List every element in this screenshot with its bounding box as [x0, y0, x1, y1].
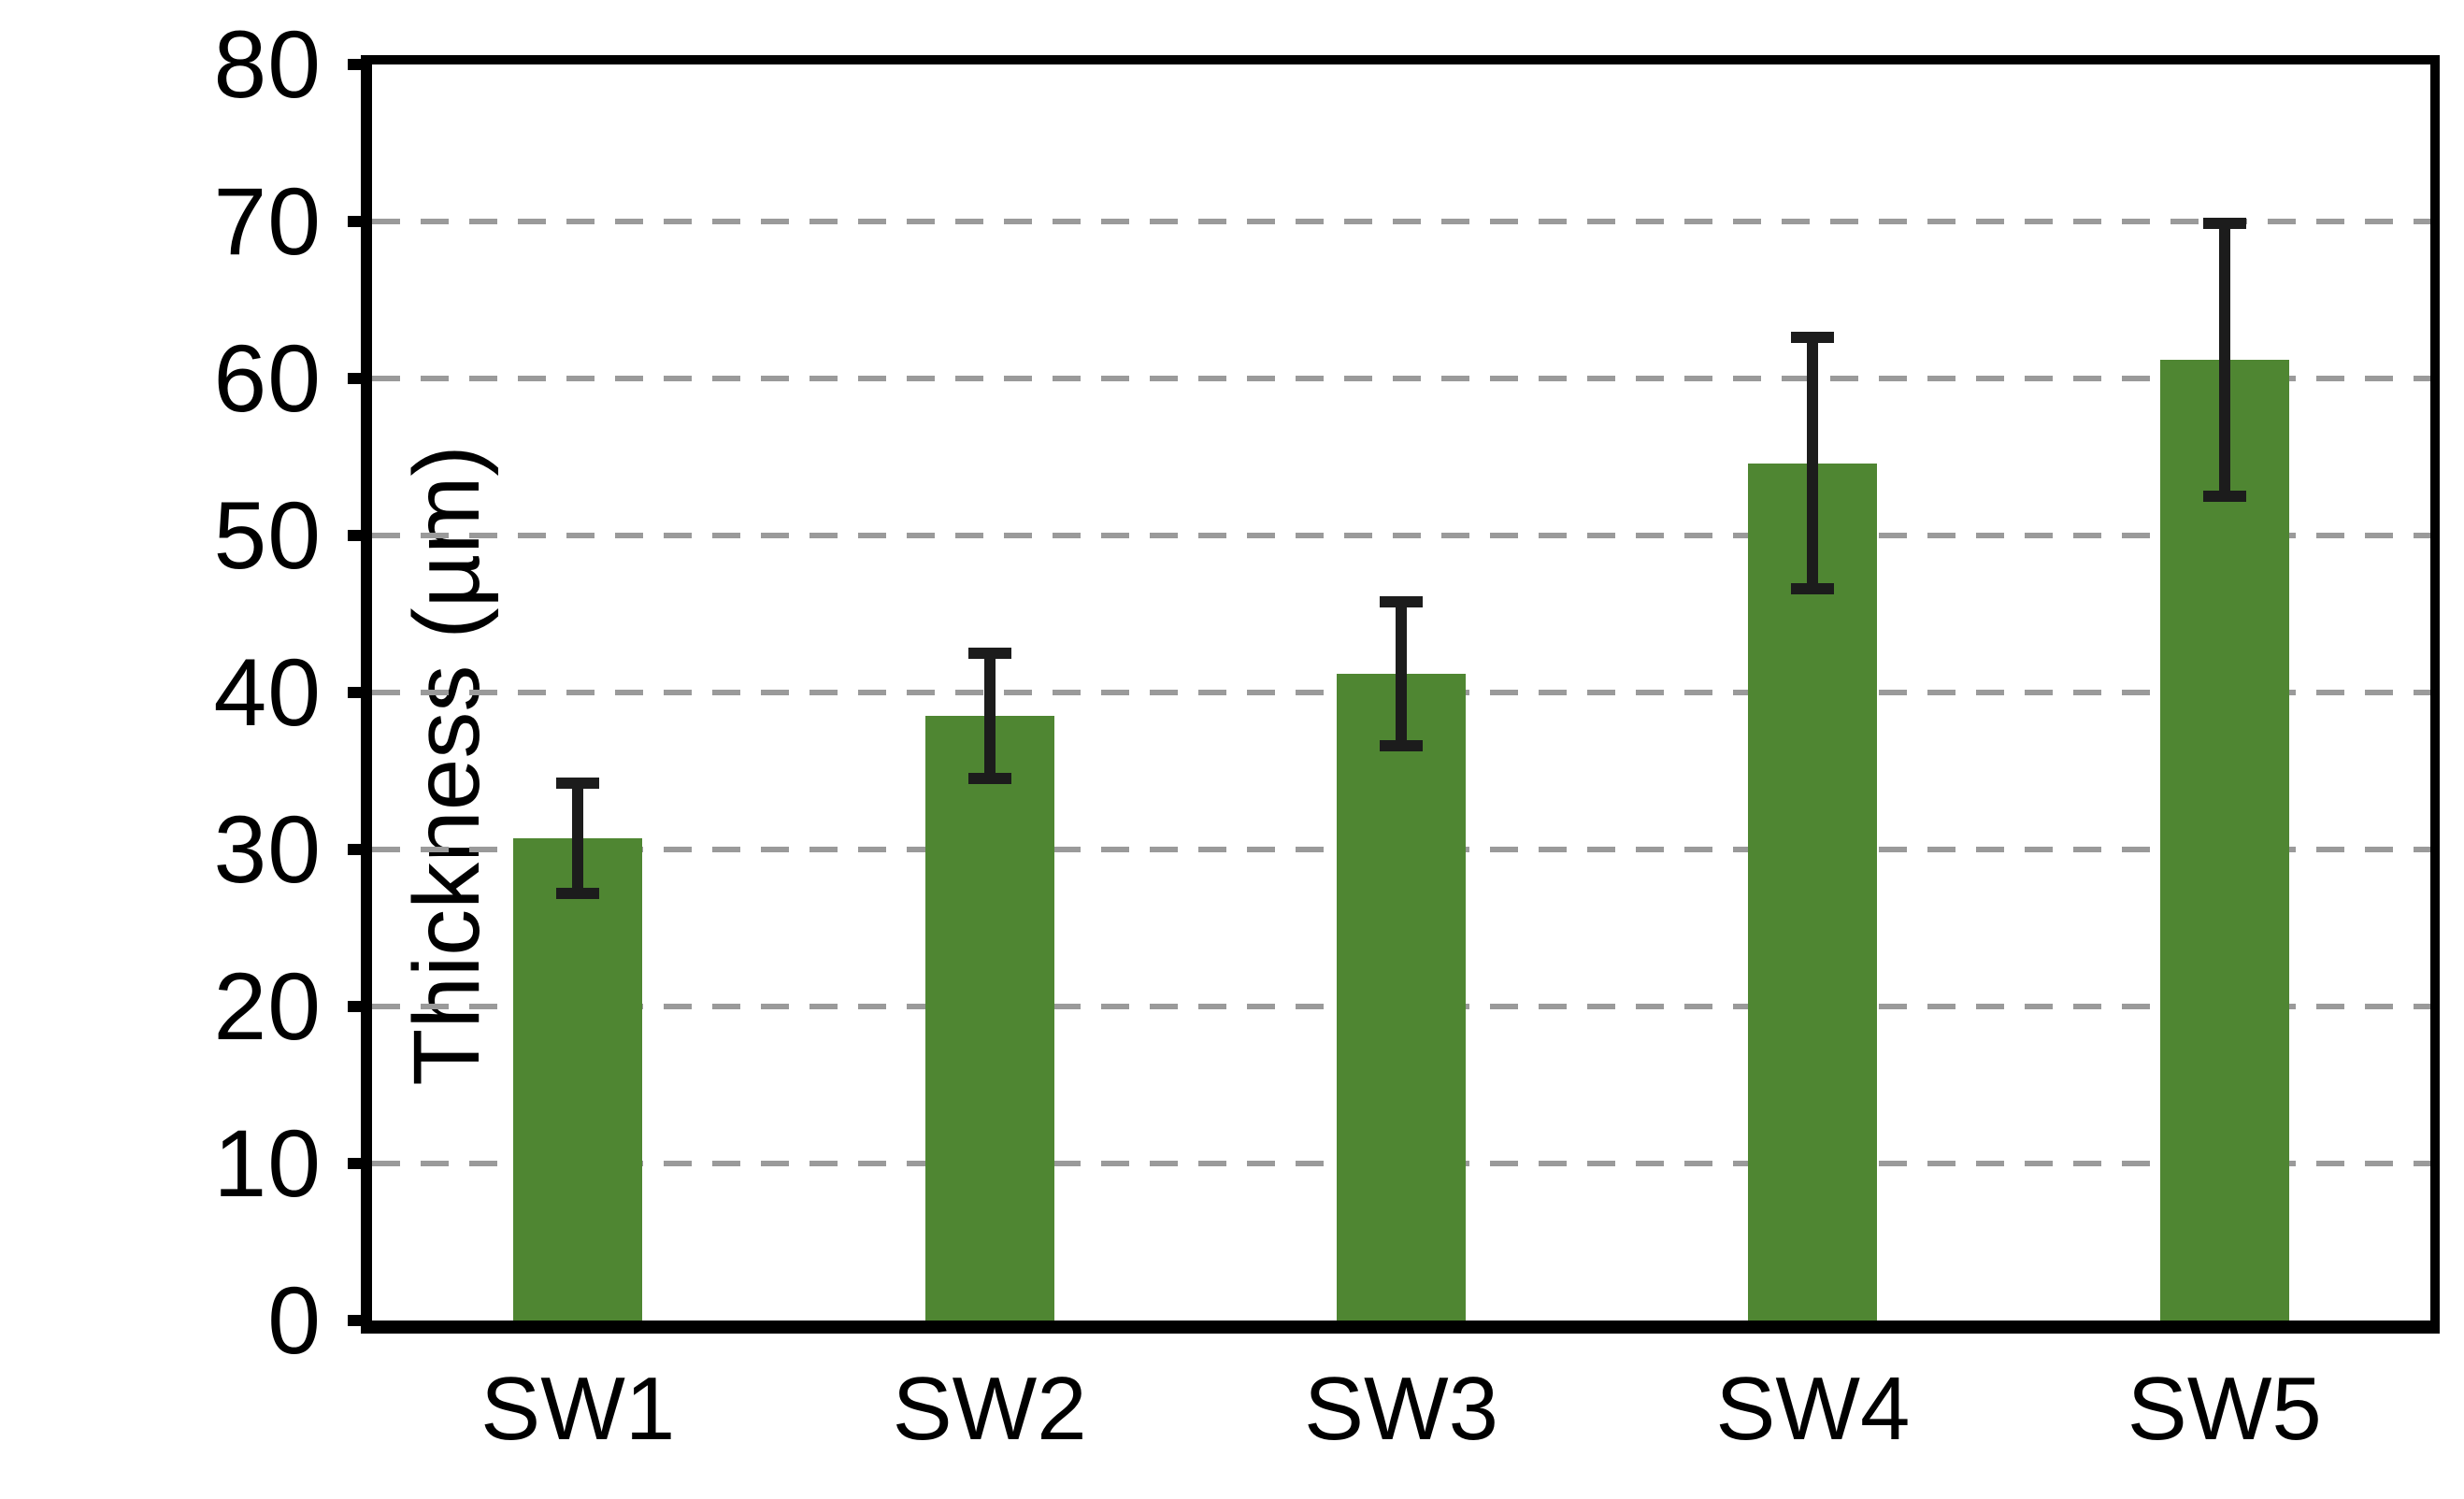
y-axis-title: Thickness (µm) — [394, 445, 499, 1086]
error-bar-sw3 — [1396, 601, 1407, 747]
y-tick-label-40: 40 — [213, 639, 322, 746]
x-label-sw3: SW3 — [1303, 1359, 1499, 1459]
plot-frame: Thickness (µm) — [361, 55, 2440, 1334]
error-bar-sw1 — [572, 783, 584, 894]
bar-sw5 — [2159, 359, 2289, 1321]
bar-sw3 — [1337, 673, 1466, 1321]
y-tick-label-30: 30 — [213, 796, 322, 903]
gridline-50 — [372, 533, 2430, 538]
error-bar-cap-top-sw1 — [556, 778, 600, 790]
bar-sw1 — [513, 838, 643, 1321]
y-axis-tick-20 — [348, 1001, 372, 1012]
y-axis-tick-0 — [348, 1315, 372, 1326]
error-bar-cap-bottom-sw3 — [1380, 740, 1423, 752]
error-bar-cap-bottom-sw2 — [967, 773, 1011, 785]
x-label-sw2: SW2 — [892, 1359, 1087, 1459]
y-tick-label-70: 70 — [213, 168, 322, 275]
error-bar-cap-top-sw2 — [967, 648, 1011, 659]
error-bar-sw4 — [1807, 337, 1819, 590]
x-label-sw5: SW5 — [2127, 1359, 2322, 1459]
y-tick-label-80: 80 — [213, 11, 322, 118]
gridline-60 — [372, 376, 2430, 381]
error-bar-cap-bottom-sw5 — [2202, 491, 2246, 502]
error-bar-cap-top-sw4 — [1791, 332, 1835, 344]
error-bar-sw5 — [2218, 222, 2230, 496]
error-bar-cap-top-sw3 — [1380, 595, 1423, 607]
y-axis-tick-30 — [348, 844, 372, 855]
error-bar-cap-top-sw5 — [2202, 217, 2246, 229]
y-tick-label-10: 10 — [213, 1110, 322, 1217]
y-tick-label-0: 0 — [267, 1267, 322, 1374]
y-axis-tick-10 — [348, 1158, 372, 1169]
error-bar-cap-bottom-sw4 — [1791, 583, 1835, 595]
y-axis-tick-60 — [348, 373, 372, 384]
error-bar-sw2 — [983, 653, 996, 779]
y-axis-tick-70 — [348, 216, 372, 227]
y-axis-tick-40 — [348, 687, 372, 698]
bar-sw2 — [924, 716, 1054, 1321]
error-bar-cap-bottom-sw1 — [556, 888, 600, 900]
y-tick-label-50: 50 — [213, 482, 322, 589]
y-axis-tick-50 — [348, 530, 372, 541]
plot-area: Thickness (µm) — [372, 64, 2430, 1321]
x-label-sw1: SW1 — [480, 1359, 676, 1459]
x-label-sw4: SW4 — [1715, 1359, 1911, 1459]
y-axis-tick-80 — [348, 59, 372, 70]
y-tick-label-20: 20 — [213, 953, 322, 1060]
y-tick-label-60: 60 — [213, 325, 322, 432]
gridline-70 — [372, 219, 2430, 224]
bar-sw4 — [1748, 463, 1878, 1321]
